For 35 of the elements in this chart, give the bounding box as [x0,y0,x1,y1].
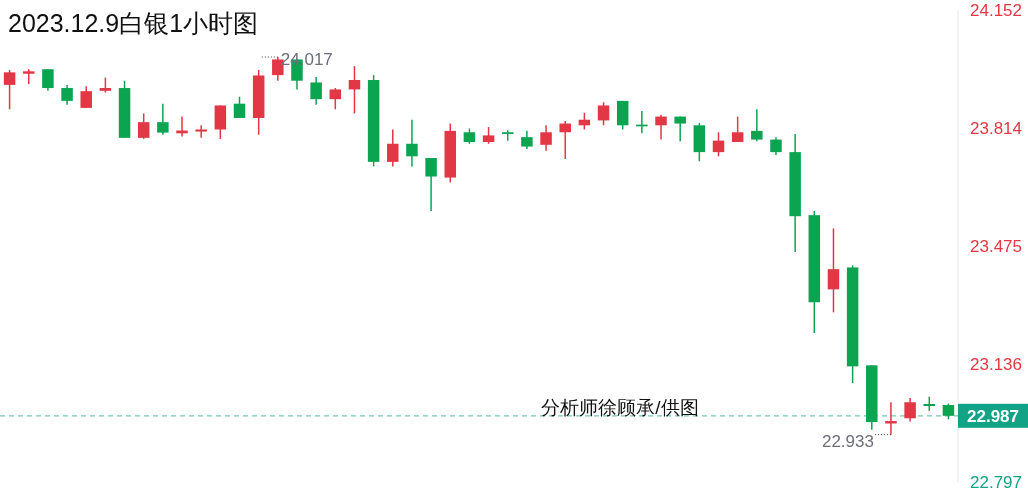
candlestick [674,115,686,143]
annotation: 22.933 [821,431,874,451]
candlestick [655,114,667,141]
candlestick [712,131,725,158]
candlestick [425,157,437,212]
candlestick [827,227,840,314]
candlestick [195,124,207,139]
y-tick-label: 23.814 [970,118,1022,138]
ref-line-label: 22.987 [967,406,1019,426]
candlestick [904,397,916,423]
candlestick [406,118,418,168]
candlestick [137,112,150,140]
candlestick [597,101,610,127]
annotation: 24.017 [280,50,333,70]
candlestick [559,120,571,160]
candlestick [540,124,552,152]
candlestick [61,84,73,106]
y-tick-label: 23.136 [970,354,1022,374]
chart-title: 2023.12.9白银1小时图 [8,9,259,37]
y-tick-label: 24.152 [970,1,1022,20]
candlestick [348,65,361,115]
candlestick [387,128,399,168]
candlestick [3,69,16,111]
candlestick [80,85,92,109]
candlestick [731,115,744,143]
candlestick [521,130,533,150]
y-tick-label: 23.475 [970,236,1022,256]
y-tick-label: 22.797 [970,473,1022,492]
candlestick [310,76,322,106]
annotation: 分析师徐顾承/供图 [541,397,699,418]
candlestick [329,87,342,111]
candlestick [42,68,54,92]
candlestick [751,108,763,143]
candlestick [157,102,169,136]
candlestick [233,95,246,119]
